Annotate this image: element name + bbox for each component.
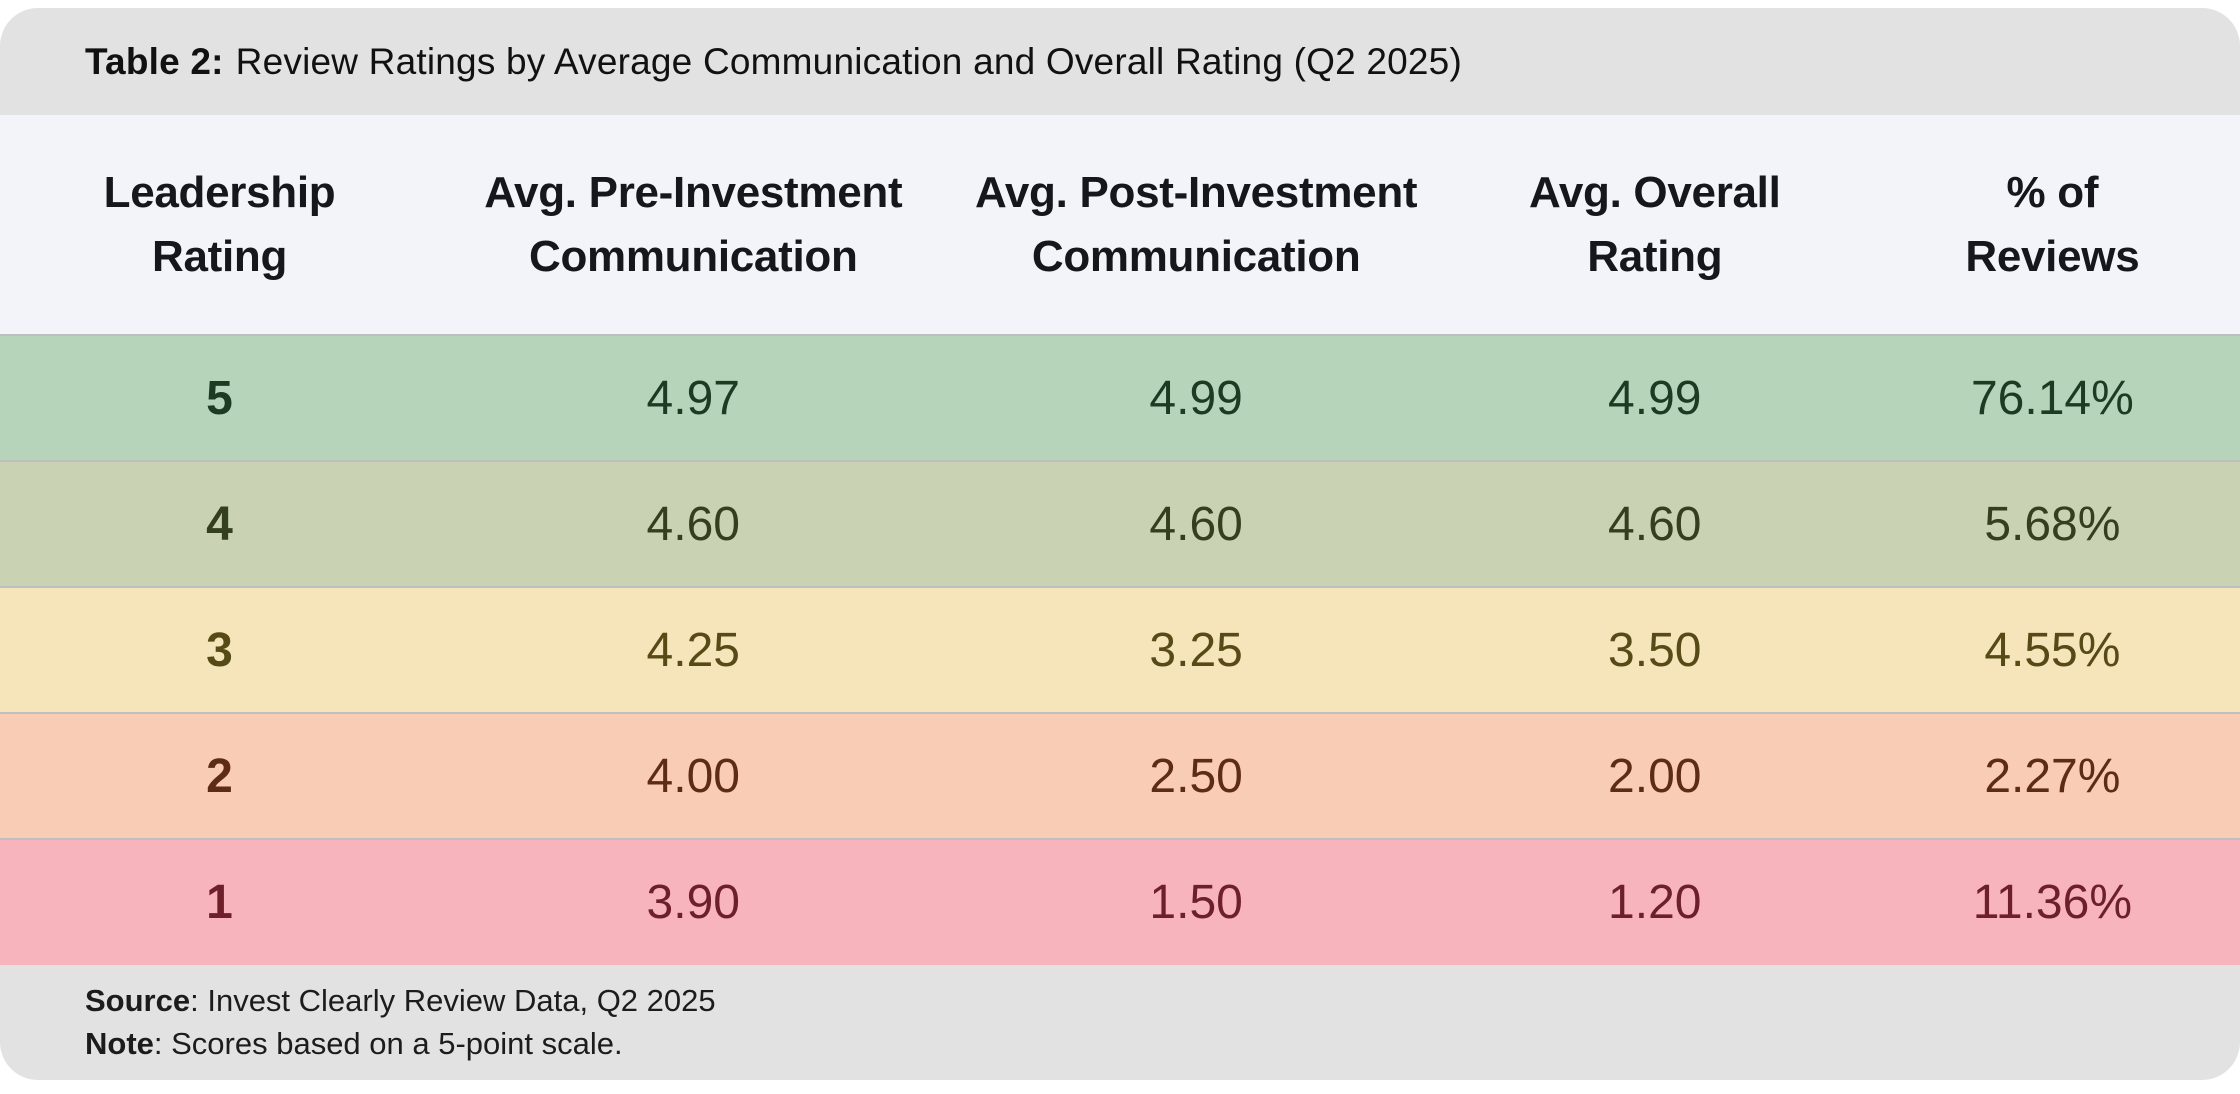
table-number-label: Table 2: <box>85 40 224 82</box>
col-header-label: Leadership Rating <box>103 167 336 281</box>
col-header-label: Avg. Pre-Investment Communication <box>484 167 903 281</box>
table-row-rating-3: 3 4.25 3.25 3.50 4.55% <box>0 587 2240 713</box>
col-header-label: % of Reviews <box>1965 167 2140 281</box>
cell-leadership-rating: 2 <box>206 749 233 803</box>
cell-overall-rating: 3.50 <box>1608 623 1702 677</box>
col-header-label: Avg. Overall Rating <box>1528 167 1781 281</box>
col-header-overall-rating: Avg. Overall Rating <box>1445 115 1865 335</box>
note-text: : Scores based on a 5-point scale. <box>153 1026 623 1061</box>
cell-pre-communication: 4.00 <box>646 749 740 803</box>
cell-post-communication: 3.25 <box>1149 623 1243 677</box>
col-header-label: Avg. Post-Investment Communication <box>975 167 1418 281</box>
cell-leadership-rating: 3 <box>206 623 233 677</box>
cell-pre-communication: 4.60 <box>646 497 740 551</box>
table-row-rating-1: 1 3.90 1.50 1.20 11.36% <box>0 839 2240 965</box>
col-header-leadership-rating: Leadership Rating <box>0 115 439 335</box>
cell-post-communication: 2.50 <box>1149 749 1243 803</box>
cell-leadership-rating: 5 <box>206 371 233 425</box>
cell-leadership-rating: 4 <box>206 497 233 551</box>
cell-post-communication: 1.50 <box>1149 876 1243 929</box>
cell-pre-communication: 4.97 <box>646 371 740 425</box>
cell-pre-communication: 3.90 <box>646 876 740 929</box>
cell-post-communication: 4.99 <box>1149 371 1243 425</box>
table-footer: Source: Invest Clearly Review Data, Q2 2… <box>0 965 2240 1080</box>
table-row-rating-5: 5 4.97 4.99 4.99 76.14% <box>0 335 2240 461</box>
col-header-pre-investment: Avg. Pre-Investment Communication <box>439 115 947 335</box>
cell-overall-rating: 4.60 <box>1608 497 1702 551</box>
note-label: Note <box>85 1026 154 1061</box>
table-card: Table 2: Review Ratings by Average Commu… <box>0 8 2240 1080</box>
table-title: Review Ratings by Average Communication … <box>235 40 1462 82</box>
cell-post-communication: 4.60 <box>1149 497 1243 551</box>
table-row-rating-4: 4 4.60 4.60 4.60 5.68% <box>0 461 2240 587</box>
table-title-bar: Table 2: Review Ratings by Average Commu… <box>0 8 2240 115</box>
cell-overall-rating: 1.20 <box>1608 876 1702 929</box>
cell-pct-reviews: 11.36% <box>1972 876 2132 929</box>
source-text: : Invest Clearly Review Data, Q2 2025 <box>190 983 716 1018</box>
cell-pct-reviews: 2.27% <box>1984 749 2121 803</box>
cell-overall-rating: 2.00 <box>1608 749 1702 803</box>
cell-pct-reviews: 5.68% <box>1984 497 2121 551</box>
cell-pre-communication: 4.25 <box>646 623 740 677</box>
cell-leadership-rating: 1 <box>206 876 233 929</box>
cell-pct-reviews: 76.14% <box>1970 371 2134 425</box>
col-header-post-investment: Avg. Post-Investment Communication <box>948 115 1445 335</box>
cell-overall-rating: 4.99 <box>1608 371 1702 425</box>
header-row: Leadership Rating Avg. Pre-Investment Co… <box>0 115 2240 335</box>
table-row-rating-2: 2 4.00 2.50 2.00 2.27% <box>0 713 2240 839</box>
source-label: Source <box>85 983 191 1018</box>
col-header-pct-reviews: % of Reviews <box>1865 115 2240 335</box>
note-line: Note: Scores based on a 5-point scale. <box>85 1022 2240 1065</box>
ratings-table: Leadership Rating Avg. Pre-Investment Co… <box>0 115 2240 965</box>
source-line: Source: Invest Clearly Review Data, Q2 2… <box>85 979 2240 1022</box>
cell-pct-reviews: 4.55% <box>1984 623 2121 677</box>
